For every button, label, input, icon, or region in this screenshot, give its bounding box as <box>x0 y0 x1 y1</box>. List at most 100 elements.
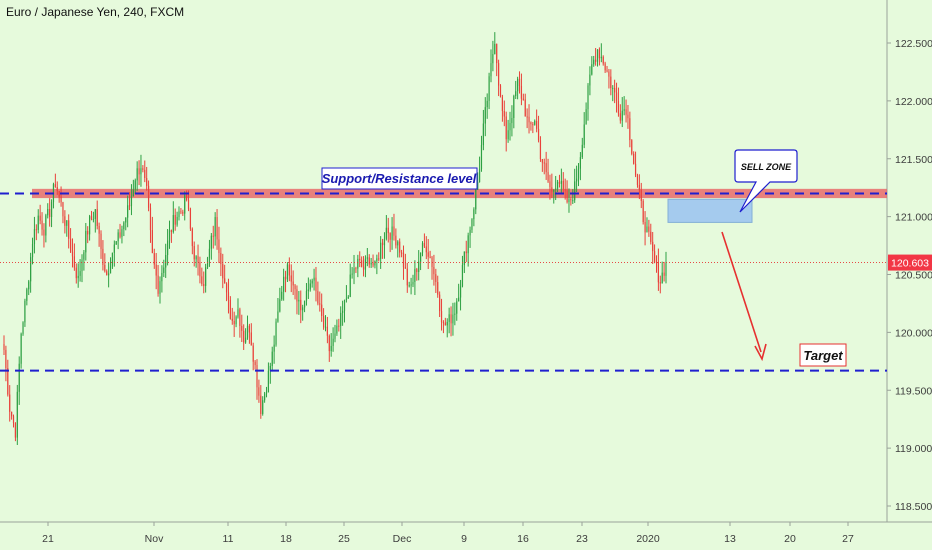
candle-body <box>265 392 268 394</box>
candle-body <box>205 267 207 286</box>
candle-body <box>37 215 39 230</box>
candle-body <box>604 63 606 71</box>
candle-body <box>115 241 117 245</box>
candle-body <box>321 304 323 316</box>
candle-body <box>389 233 391 240</box>
candle-body <box>555 188 557 190</box>
candle-body <box>621 110 623 121</box>
candle-body <box>650 231 652 242</box>
candle-body <box>492 54 494 64</box>
candle-body <box>439 294 441 312</box>
candle-body <box>336 325 338 334</box>
candle-body <box>391 226 393 240</box>
sell-zone-box[interactable] <box>667 198 753 223</box>
candle-body <box>260 395 262 414</box>
candle-body <box>528 116 530 123</box>
candle-body <box>134 180 136 190</box>
candle-body <box>191 228 193 247</box>
candle-body <box>404 267 406 269</box>
projection-arrow-line[interactable] <box>721 231 762 353</box>
candle-body <box>159 281 161 294</box>
candle-body <box>224 278 226 284</box>
candle-body <box>108 273 110 276</box>
candle-body <box>83 252 85 260</box>
candle-body <box>281 291 283 300</box>
candle-body <box>562 180 564 190</box>
support-resistance-label-box[interactable] <box>321 167 478 190</box>
candle-body <box>313 277 315 281</box>
candle-body <box>612 87 614 89</box>
sell-zone-callout[interactable] <box>734 149 798 213</box>
candle-body <box>7 368 9 395</box>
resistance-zone-band[interactable] <box>32 188 887 199</box>
candle-body <box>431 257 433 267</box>
candle-body <box>539 140 542 160</box>
candle-body <box>342 310 344 313</box>
candle-body <box>633 153 635 164</box>
candle-body <box>593 59 595 65</box>
candle-body <box>475 189 477 210</box>
candle-body <box>461 265 464 287</box>
candle-body <box>452 314 454 324</box>
price-tick-label: 120.000 <box>895 327 932 339</box>
candle-body <box>488 76 490 101</box>
target-label-box[interactable] <box>799 343 847 367</box>
candle-body <box>478 168 481 183</box>
candle-body <box>210 235 212 249</box>
candle-body <box>246 325 249 338</box>
candle-body <box>220 253 222 264</box>
candle-body <box>648 226 650 232</box>
candle-body <box>166 240 169 256</box>
candle-body <box>646 226 648 233</box>
candle-body <box>170 230 173 232</box>
candle-body <box>43 229 45 236</box>
candle-body <box>361 260 363 267</box>
candle-body <box>85 230 87 253</box>
candle-body <box>319 303 321 305</box>
candle-body <box>195 256 197 260</box>
candle-body <box>28 281 30 290</box>
candle-body <box>421 243 424 253</box>
candle-body <box>591 64 593 75</box>
candle-body <box>574 181 576 201</box>
candle-body <box>568 199 570 203</box>
candle-body <box>324 326 327 328</box>
candle-body <box>625 109 627 115</box>
candle-body <box>425 246 427 253</box>
candle-body <box>81 259 83 272</box>
candle-body <box>35 229 37 231</box>
candle-body <box>149 207 152 231</box>
candle-body <box>606 70 608 72</box>
candle-body <box>3 344 5 350</box>
time-tick-label: 9 <box>461 533 467 545</box>
time-tick-label: 11 <box>223 533 234 545</box>
candle-body <box>326 326 328 336</box>
candle-body <box>286 264 289 280</box>
candle-body <box>47 209 49 216</box>
price-axis-background[interactable] <box>887 0 932 550</box>
candle-body <box>33 229 36 245</box>
candle-body <box>60 196 62 203</box>
candle-body <box>128 205 131 207</box>
candle-body <box>572 200 574 202</box>
candle-body <box>172 215 174 232</box>
candle-body <box>636 175 639 185</box>
candle-body <box>58 190 60 197</box>
candle-body <box>399 241 401 253</box>
candle-body <box>450 314 452 324</box>
candle-body <box>364 258 367 270</box>
candle-body <box>184 195 186 214</box>
candle-body <box>570 199 572 201</box>
candle-body <box>537 128 540 141</box>
candle-body <box>264 393 266 401</box>
candle-body <box>41 220 43 230</box>
candle-body <box>380 242 382 259</box>
candle-body <box>427 252 429 257</box>
candle-body <box>30 257 32 282</box>
candle-body <box>515 91 517 96</box>
time-tick-label: 18 <box>280 533 292 545</box>
candle-body <box>193 246 195 260</box>
candle-body <box>610 76 612 89</box>
